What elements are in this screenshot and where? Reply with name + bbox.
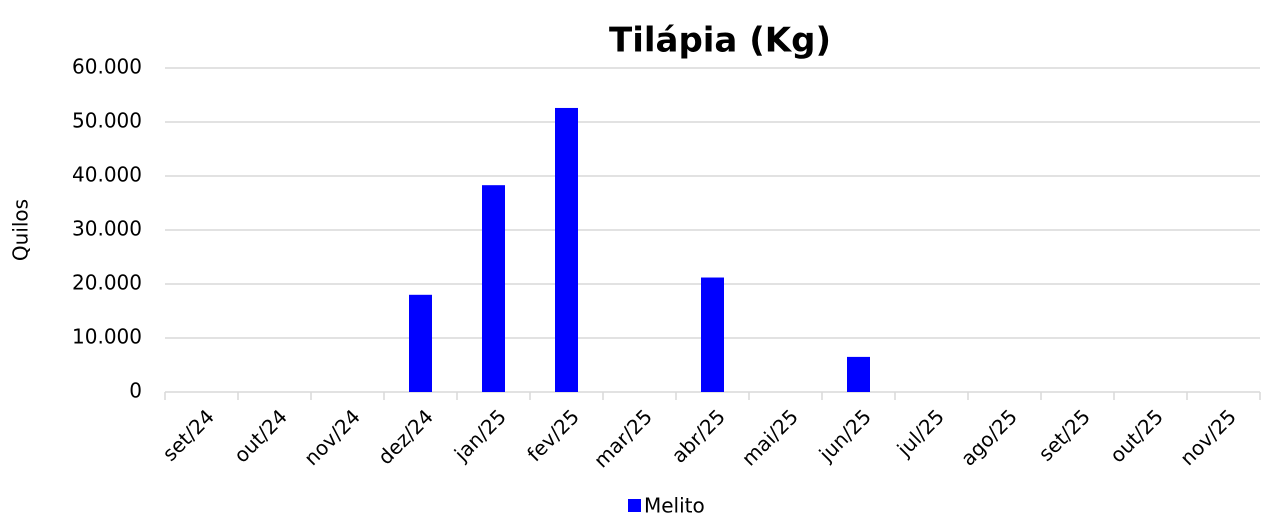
x-tick-label: out/24 bbox=[229, 404, 292, 467]
y-tick-label: 10.000 bbox=[72, 325, 142, 349]
y-tick-label: 20.000 bbox=[72, 271, 142, 295]
x-tick-label: fev/25 bbox=[522, 404, 584, 466]
legend-swatch bbox=[628, 499, 641, 512]
legend-label: Melito bbox=[644, 494, 705, 518]
x-tick-label: mai/25 bbox=[737, 404, 803, 470]
bar bbox=[409, 294, 432, 392]
x-tick-label: out/25 bbox=[1105, 404, 1168, 467]
y-tick-label: 60.000 bbox=[72, 55, 142, 79]
bar bbox=[482, 185, 505, 392]
bar bbox=[701, 277, 724, 392]
x-tick-label: jun/25 bbox=[814, 404, 876, 466]
x-tick-label: jan/25 bbox=[449, 404, 511, 466]
y-tick-label: 30.000 bbox=[72, 217, 142, 241]
y-axis-label: Quilos bbox=[9, 199, 33, 261]
x-tick-label: abr/25 bbox=[667, 404, 730, 467]
x-tick-label: jul/25 bbox=[892, 404, 949, 461]
x-tick-label: mar/25 bbox=[589, 404, 657, 472]
y-tick-label: 0 bbox=[129, 379, 142, 403]
x-tick-label: set/24 bbox=[158, 404, 219, 465]
y-tick-label: 40.000 bbox=[72, 163, 142, 187]
chart-title: Tilápia (Kg) bbox=[609, 21, 831, 61]
bar bbox=[555, 107, 578, 393]
x-tick-label: set/25 bbox=[1034, 404, 1095, 465]
x-tick-label: ago/25 bbox=[956, 404, 1022, 470]
x-tick-label: nov/24 bbox=[299, 404, 365, 470]
bar bbox=[847, 356, 870, 392]
x-tick-label: nov/25 bbox=[1175, 404, 1241, 470]
y-tick-label: 50.000 bbox=[72, 109, 142, 133]
x-tick-label: dez/24 bbox=[373, 404, 438, 469]
